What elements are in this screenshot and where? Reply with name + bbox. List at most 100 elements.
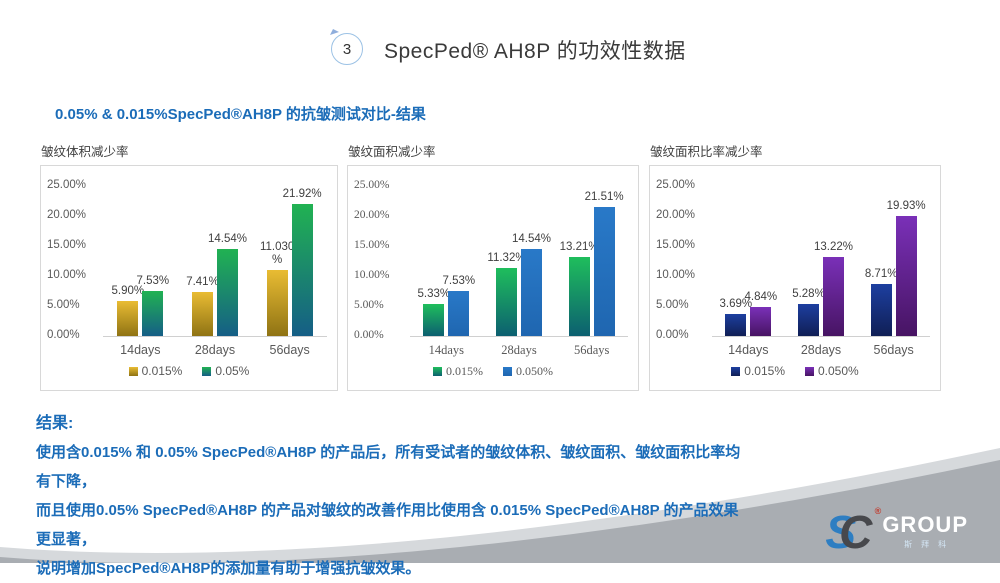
x-axis-line xyxy=(103,336,327,337)
category-label: 14days xyxy=(728,343,769,357)
chart-plot-area: 0.00% 5.00% 10.00% 15.00% 20.00% 25.00% 5.33% 7… xyxy=(347,165,639,391)
category-label: 56days xyxy=(573,343,610,357)
y-axis-tick-label: 5.00% xyxy=(354,299,384,311)
bar-data-label: 7.41% xyxy=(186,276,219,288)
category-label: 14days xyxy=(428,343,465,357)
bar xyxy=(750,307,772,336)
y-axis-tick-label: 0.00% xyxy=(354,329,384,341)
bar xyxy=(217,249,238,336)
results-line: 使用含0.015% 和 0.05% SpecPed®AH8P 的产品后，所有受试… xyxy=(36,444,741,490)
results-block: 结果: 使用含0.015% 和 0.05% SpecPed®AH8P 的产品后，… xyxy=(36,409,746,583)
legend-swatch xyxy=(202,366,212,376)
bar-data-label: 14.54% xyxy=(207,233,247,245)
legend-label: 0.015% xyxy=(141,364,183,378)
category-label: 28days xyxy=(501,343,537,357)
bar xyxy=(870,284,892,336)
bar xyxy=(798,304,819,336)
legend-label: 0.05% xyxy=(215,364,250,378)
bar xyxy=(823,257,844,336)
category-label: 56days xyxy=(873,343,914,357)
bar xyxy=(895,216,917,336)
legend-item: 0.050% xyxy=(503,364,553,379)
slide-number: 3 xyxy=(342,40,352,58)
y-axis-tick-label: 10.00% xyxy=(656,269,696,281)
y-axis-tick-label: 25.00% xyxy=(47,179,87,191)
chart-wrinkle-area-ratio: 皱纹面积比率减少率 0.00% 5.00% 10.00% 15.00% 20.00% 25… xyxy=(649,141,941,391)
bar-data-label: 21.92% xyxy=(282,188,322,200)
results-line: 说明增加SpecPed®AH8P的添加量有助于增强抗皱效果。 xyxy=(36,560,421,577)
y-axis-tick-label: 25.00% xyxy=(656,179,696,191)
results-heading: 结果: xyxy=(36,415,74,432)
x-axis-line xyxy=(712,336,930,337)
results-line: 而且使用0.05% SpecPed®AH8P 的产品对皱纹的改善作用比使用含 0… xyxy=(36,502,739,548)
y-axis-tick-label: 15.00% xyxy=(656,239,696,251)
y-axis-tick-label: 15.00% xyxy=(354,239,390,251)
bar-data-label: 5.33% xyxy=(417,288,451,300)
slide-number-badge: 3 xyxy=(330,29,363,65)
logo-chinese-text: 斯拜科 xyxy=(904,540,956,549)
sc-group-logo: SC ® GROUP 斯拜科 xyxy=(825,506,968,558)
bar xyxy=(423,304,445,336)
bar xyxy=(568,257,590,336)
bar-data-label: 13.21% xyxy=(559,241,599,253)
bar-data-label: 7.53% xyxy=(136,275,170,287)
bar-data-label: 3.69% xyxy=(719,298,753,310)
bar-data-label: 4.84% xyxy=(744,291,778,303)
bar xyxy=(142,291,164,336)
y-axis-tick-label: 5.00% xyxy=(656,299,689,311)
sc-logo-mark: SC ® xyxy=(825,506,881,558)
logo-wordmark: GROUP 斯拜科 xyxy=(882,514,968,550)
y-axis-tick-label: 20.00% xyxy=(354,209,390,221)
y-axis-tick-label: 20.00% xyxy=(656,209,696,221)
legend-item: 0.015% xyxy=(731,364,785,378)
category-label: 28days xyxy=(194,343,236,357)
category-label: 14days xyxy=(120,343,161,357)
badge-arrow-icon xyxy=(330,29,339,35)
y-axis-tick-label: 0.00% xyxy=(47,329,80,341)
bar xyxy=(192,292,213,336)
bar xyxy=(448,291,470,336)
y-axis-tick-label: 5.00% xyxy=(47,299,80,311)
legend-swatch xyxy=(128,366,138,376)
bar xyxy=(117,301,139,336)
bar xyxy=(291,204,313,336)
legend-label: 0.015% xyxy=(446,364,483,378)
y-axis-tick-label: 0.00% xyxy=(656,329,689,341)
y-axis-tick-label: 25.00% xyxy=(354,179,390,191)
registered-mark-icon: ® xyxy=(874,506,882,516)
chart-title: 皱纹体积减少率 xyxy=(41,145,129,159)
y-axis-tick-label: 20.00% xyxy=(47,209,87,221)
legend-swatch xyxy=(433,367,442,376)
chart-title: 皱纹面积比率减少率 xyxy=(650,145,763,159)
chart-title: 皱纹面积减少率 xyxy=(348,145,436,159)
legend-swatch xyxy=(805,366,814,376)
y-axis-tick-label: 10.00% xyxy=(47,269,87,281)
page-title: SpecPed® AH8P 的功效性数据 xyxy=(384,40,686,63)
chart-plot-area: 0.00% 5.00% 10.00% 15.00% 20.00% 25.00% 3.69% 4… xyxy=(649,165,941,391)
chart-wrinkle-area: 皱纹面积减少率 0.00% 5.00% 10.00% 15.00% 20.00% 25.0… xyxy=(347,141,639,391)
bar-data-label: 11.030 % xyxy=(259,241,295,266)
chart-plot-area: 0.00% 5.00% 10.00% 15.00% 20.00% 25.00% 5.90% 7… xyxy=(40,165,338,391)
chart-legend: 0.015% 0.05% xyxy=(41,364,337,378)
legend-label: 0.050% xyxy=(818,364,859,378)
chart-legend: 0.015% 0.050% xyxy=(348,364,638,379)
bar-data-label: 8.71% xyxy=(864,268,898,280)
y-axis-tick-label: 10.00% xyxy=(354,269,390,281)
y-axis-tick-label: 15.00% xyxy=(47,239,87,251)
bar xyxy=(725,314,747,336)
legend-label: 0.015% xyxy=(744,364,785,378)
bar xyxy=(521,249,542,336)
bar xyxy=(266,270,288,336)
legend-swatch xyxy=(731,366,741,376)
legend-item: 0.015% xyxy=(128,364,183,378)
legend-swatch xyxy=(503,367,512,376)
x-axis-line xyxy=(410,336,628,337)
legend-label: 0.050% xyxy=(516,364,553,378)
logo-letter-c: C xyxy=(839,506,873,558)
section-subtitle: 0.05% & 0.015%SpecPed®AH8P 的抗皱测试对比-结果 xyxy=(55,106,426,123)
bar-data-label: 14.54% xyxy=(511,233,551,245)
bar xyxy=(593,207,615,336)
legend-item: 0.05% xyxy=(202,364,249,378)
chart-legend: 0.015% 0.050% xyxy=(650,364,940,378)
bar-data-label: 21.51% xyxy=(584,191,624,203)
